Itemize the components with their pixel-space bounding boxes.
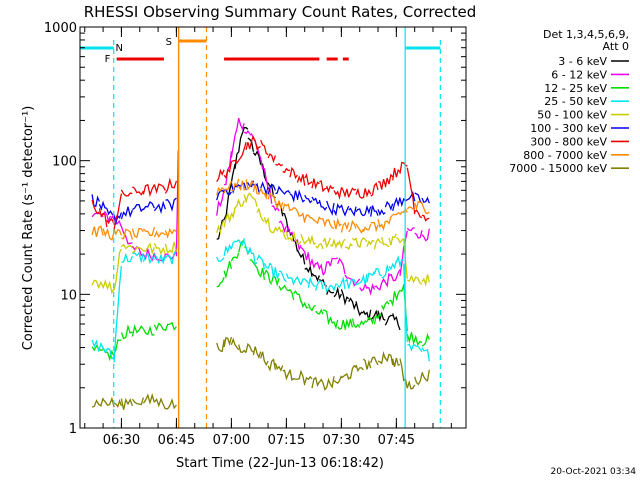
chart-title: RHESSI Observing Summary Count Rates, Co… [84, 3, 477, 21]
saa-bar-label: S [166, 37, 172, 48]
x-tick-label: 06:45 [158, 433, 195, 448]
legend-entry-label: 3 - 6 keV [558, 55, 607, 68]
x-tick-label: 07:15 [268, 433, 305, 448]
night-bar-label: N [116, 43, 123, 54]
x-tick-label: 07:45 [378, 433, 415, 448]
y-tick-label: 100 [52, 155, 77, 170]
legend-entry-label: 50 - 100 keV [537, 109, 607, 122]
legend-entry-label: 12 - 25 keV [544, 82, 607, 95]
legend-entry-label: 300 - 800 keV [530, 135, 607, 148]
y-tick-label: 1000 [44, 21, 77, 36]
plot-area: N S F [80, 27, 441, 428]
series-line [91, 135, 430, 231]
series-line [91, 192, 430, 295]
legend-entry-label: 100 - 300 keV [530, 122, 607, 135]
x-tick-label: 07:30 [323, 433, 360, 448]
flare-bar-label: F [105, 54, 111, 65]
y-tick-label: 10 [60, 288, 77, 303]
axes: 1 10 100 1000 06:30 06:45 07:00 07:15 07:30 07:45 [44, 21, 467, 448]
legend-entry-label: 7000 - 15000 keV [509, 162, 607, 175]
legend-header: Att 0 [603, 40, 629, 53]
legend-entry-label: 25 - 50 keV [544, 95, 607, 108]
timestamp-label: 20-Oct-2021 03:34 [551, 467, 637, 477]
series-line [91, 238, 430, 363]
y-axis-label: Corrected Count Rate (s⁻¹ detector⁻¹) [21, 106, 36, 351]
series-line [91, 178, 430, 241]
x-tick-label: 07:00 [213, 433, 250, 448]
x-axis-label: Start Time (22-Jun-13 06:18:42) [176, 456, 384, 471]
legend-entry-label: 800 - 7000 keV [523, 149, 607, 162]
legend-header: Det 1,3,4,5,6,9, [543, 28, 629, 41]
plot-frame [79, 26, 467, 429]
series-line [91, 336, 430, 410]
y-tick-label: 1 [69, 422, 77, 437]
x-tick-label: 06:30 [103, 433, 140, 448]
legend-entry-label: 6 - 12 keV [551, 68, 607, 81]
